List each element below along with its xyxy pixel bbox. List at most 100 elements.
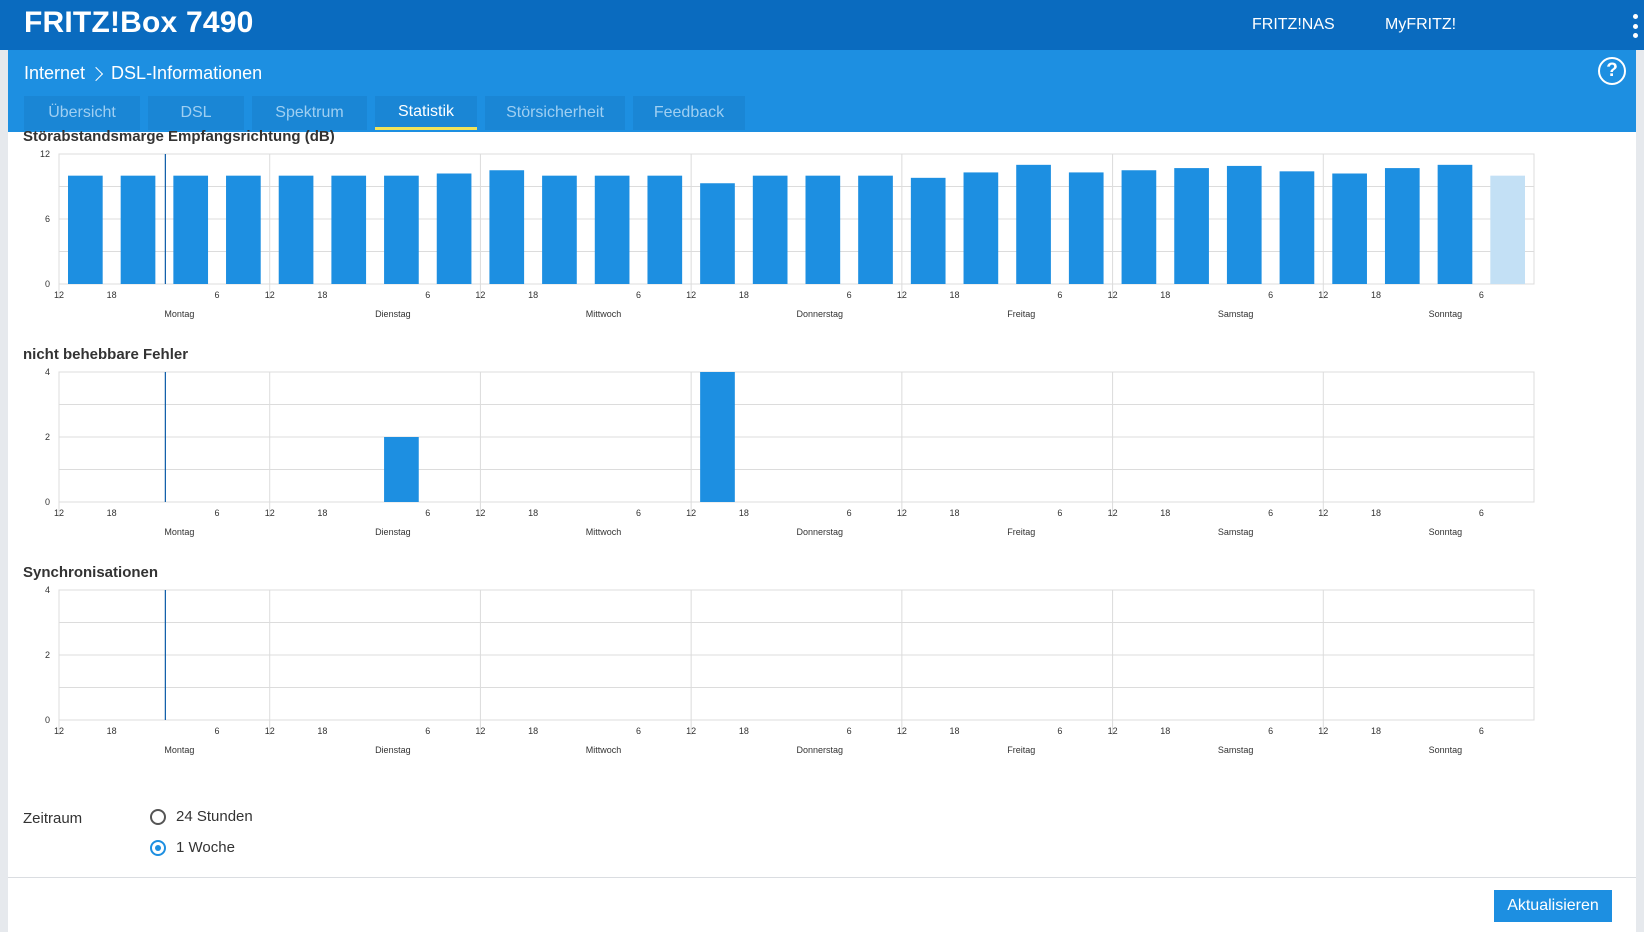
- bar: [1437, 164, 1473, 284]
- bar: [436, 173, 472, 284]
- day-label: Sonntag: [1429, 527, 1463, 537]
- myfritz-link[interactable]: MyFRITZ!: [1385, 16, 1457, 33]
- x-tick-label: 12: [1318, 726, 1328, 736]
- x-tick-label: 12: [475, 508, 485, 518]
- x-tick-label: 6: [1479, 508, 1484, 518]
- x-tick-label: 12: [265, 726, 275, 736]
- x-tick-label: 12: [1318, 290, 1328, 300]
- x-tick-label: 18: [950, 290, 960, 300]
- x-tick-label: 6: [1057, 726, 1062, 736]
- breadcrumb-parent[interactable]: Internet: [24, 63, 86, 83]
- radio-circle-icon[interactable]: [150, 808, 166, 825]
- x-tick-label: 6: [847, 508, 852, 518]
- zeitraum-label: Zeitraum: [23, 810, 83, 827]
- x-tick-label: 18: [739, 290, 749, 300]
- radio-checked-icon[interactable]: [150, 839, 166, 856]
- y-tick-label: 2: [45, 432, 50, 442]
- x-tick-label: 12: [1108, 290, 1118, 300]
- x-tick-label: 18: [950, 508, 960, 518]
- day-label: Montag: [164, 309, 194, 319]
- day-label: Samstag: [1218, 745, 1254, 755]
- tab-spektrum[interactable]: Spektrum: [252, 96, 367, 130]
- day-label: Mittwoch: [586, 309, 622, 319]
- x-tick-label: 6: [1057, 290, 1062, 300]
- bar: [1384, 168, 1420, 284]
- tab-uebersicht[interactable]: Übersicht: [24, 96, 140, 130]
- x-tick-label: 12: [265, 508, 275, 518]
- bar: [331, 175, 367, 284]
- x-tick-label: 18: [1371, 290, 1381, 300]
- more-menu-icon[interactable]: [1632, 14, 1638, 38]
- x-tick-label: 6: [636, 290, 641, 300]
- x-tick-label: 6: [1479, 726, 1484, 736]
- bar: [1174, 168, 1209, 284]
- x-tick-label: 6: [636, 508, 641, 518]
- x-tick-label: 18: [317, 290, 327, 300]
- bar: [384, 175, 419, 284]
- y-tick-label: 4: [45, 367, 50, 377]
- x-tick-label: 18: [950, 726, 960, 736]
- day-label: Dienstag: [375, 745, 411, 755]
- bar: [910, 177, 946, 284]
- y-tick-label: 6: [45, 214, 50, 224]
- snr-chart: 0 6 12 12 18 6 12 18 6 12 18 6 12 18 6 12 18 6 12 18 6 12 18 6 M…: [40, 149, 1535, 319]
- day-label: Dienstag: [375, 527, 411, 537]
- day-label: Montag: [164, 527, 194, 537]
- tab-stoersicherheit[interactable]: Störsicherheit: [485, 96, 625, 130]
- x-tick-label: 6: [1057, 508, 1062, 518]
- x-tick-label: 6: [847, 290, 852, 300]
- bar: [173, 175, 209, 284]
- help-icon[interactable]: ?: [1598, 57, 1626, 85]
- chart-title-sync: Synchronisationen: [23, 564, 159, 581]
- day-label: Mittwoch: [586, 745, 622, 755]
- x-tick-label: 12: [1108, 508, 1118, 518]
- bar: [594, 175, 630, 284]
- y-tick-label: 0: [45, 497, 50, 507]
- x-tick-label: 12: [54, 290, 64, 300]
- x-tick-label: 18: [1371, 508, 1381, 518]
- bar: [1279, 171, 1315, 284]
- day-label: Donnerstag: [797, 309, 844, 319]
- update-button[interactable]: Aktualisieren: [1494, 890, 1612, 922]
- x-tick-label: 12: [1108, 726, 1118, 736]
- chart-title-errors: nicht behebbare Fehler: [23, 346, 189, 363]
- bar: [278, 175, 314, 284]
- day-label: Freitag: [1007, 527, 1035, 537]
- tab-dsl[interactable]: DSL: [148, 96, 244, 130]
- x-tick-label: 12: [475, 726, 485, 736]
- sync-chart: 0 2 4 12 18 6 12 18 6 12 18 6 12 18 6 12 18 6 12 18 6 12 18 6 Mo…: [45, 585, 1535, 755]
- x-tick-label: 6: [847, 726, 852, 736]
- x-tick-label: 12: [686, 508, 696, 518]
- fritznas-link[interactable]: FRITZ!NAS: [1252, 16, 1335, 33]
- x-tick-label: 18: [528, 508, 538, 518]
- bar: [226, 175, 261, 284]
- x-tick-label: 18: [317, 726, 327, 736]
- radio-label: 1 Woche: [176, 839, 235, 856]
- x-tick-label: 12: [686, 290, 696, 300]
- radio-24-stunden[interactable]: 24 Stunden: [150, 808, 253, 825]
- day-label: Samstag: [1218, 527, 1254, 537]
- x-tick-label: 18: [1160, 726, 1170, 736]
- radio-label: 24 Stunden: [176, 808, 253, 825]
- bar: [1016, 164, 1051, 284]
- footer-divider: [8, 877, 1636, 878]
- sub-header: Internet DSL-Informationen ? Übersicht D…: [8, 50, 1636, 132]
- x-tick-label: 6: [215, 726, 220, 736]
- bar: [963, 172, 999, 284]
- y-tick-label: 0: [45, 715, 50, 725]
- bar: [1226, 165, 1262, 284]
- x-tick-label: 6: [1268, 726, 1273, 736]
- tab-statistik[interactable]: Statistik: [375, 96, 477, 130]
- tab-feedback[interactable]: Feedback: [633, 96, 745, 130]
- x-tick-label: 6: [425, 290, 430, 300]
- x-tick-label: 6: [1268, 290, 1273, 300]
- day-label: Freitag: [1007, 309, 1035, 319]
- day-label: Donnerstag: [797, 527, 844, 537]
- bar: [384, 437, 419, 502]
- x-tick-label: 6: [1268, 508, 1273, 518]
- x-tick-label: 6: [1479, 290, 1484, 300]
- x-tick-label: 12: [897, 726, 907, 736]
- chevron-right-icon: [88, 66, 104, 81]
- radio-1-woche[interactable]: 1 Woche: [150, 839, 235, 856]
- chart-title-snr: Störabstandsmarge Empfangsrichtung (dB): [23, 128, 335, 145]
